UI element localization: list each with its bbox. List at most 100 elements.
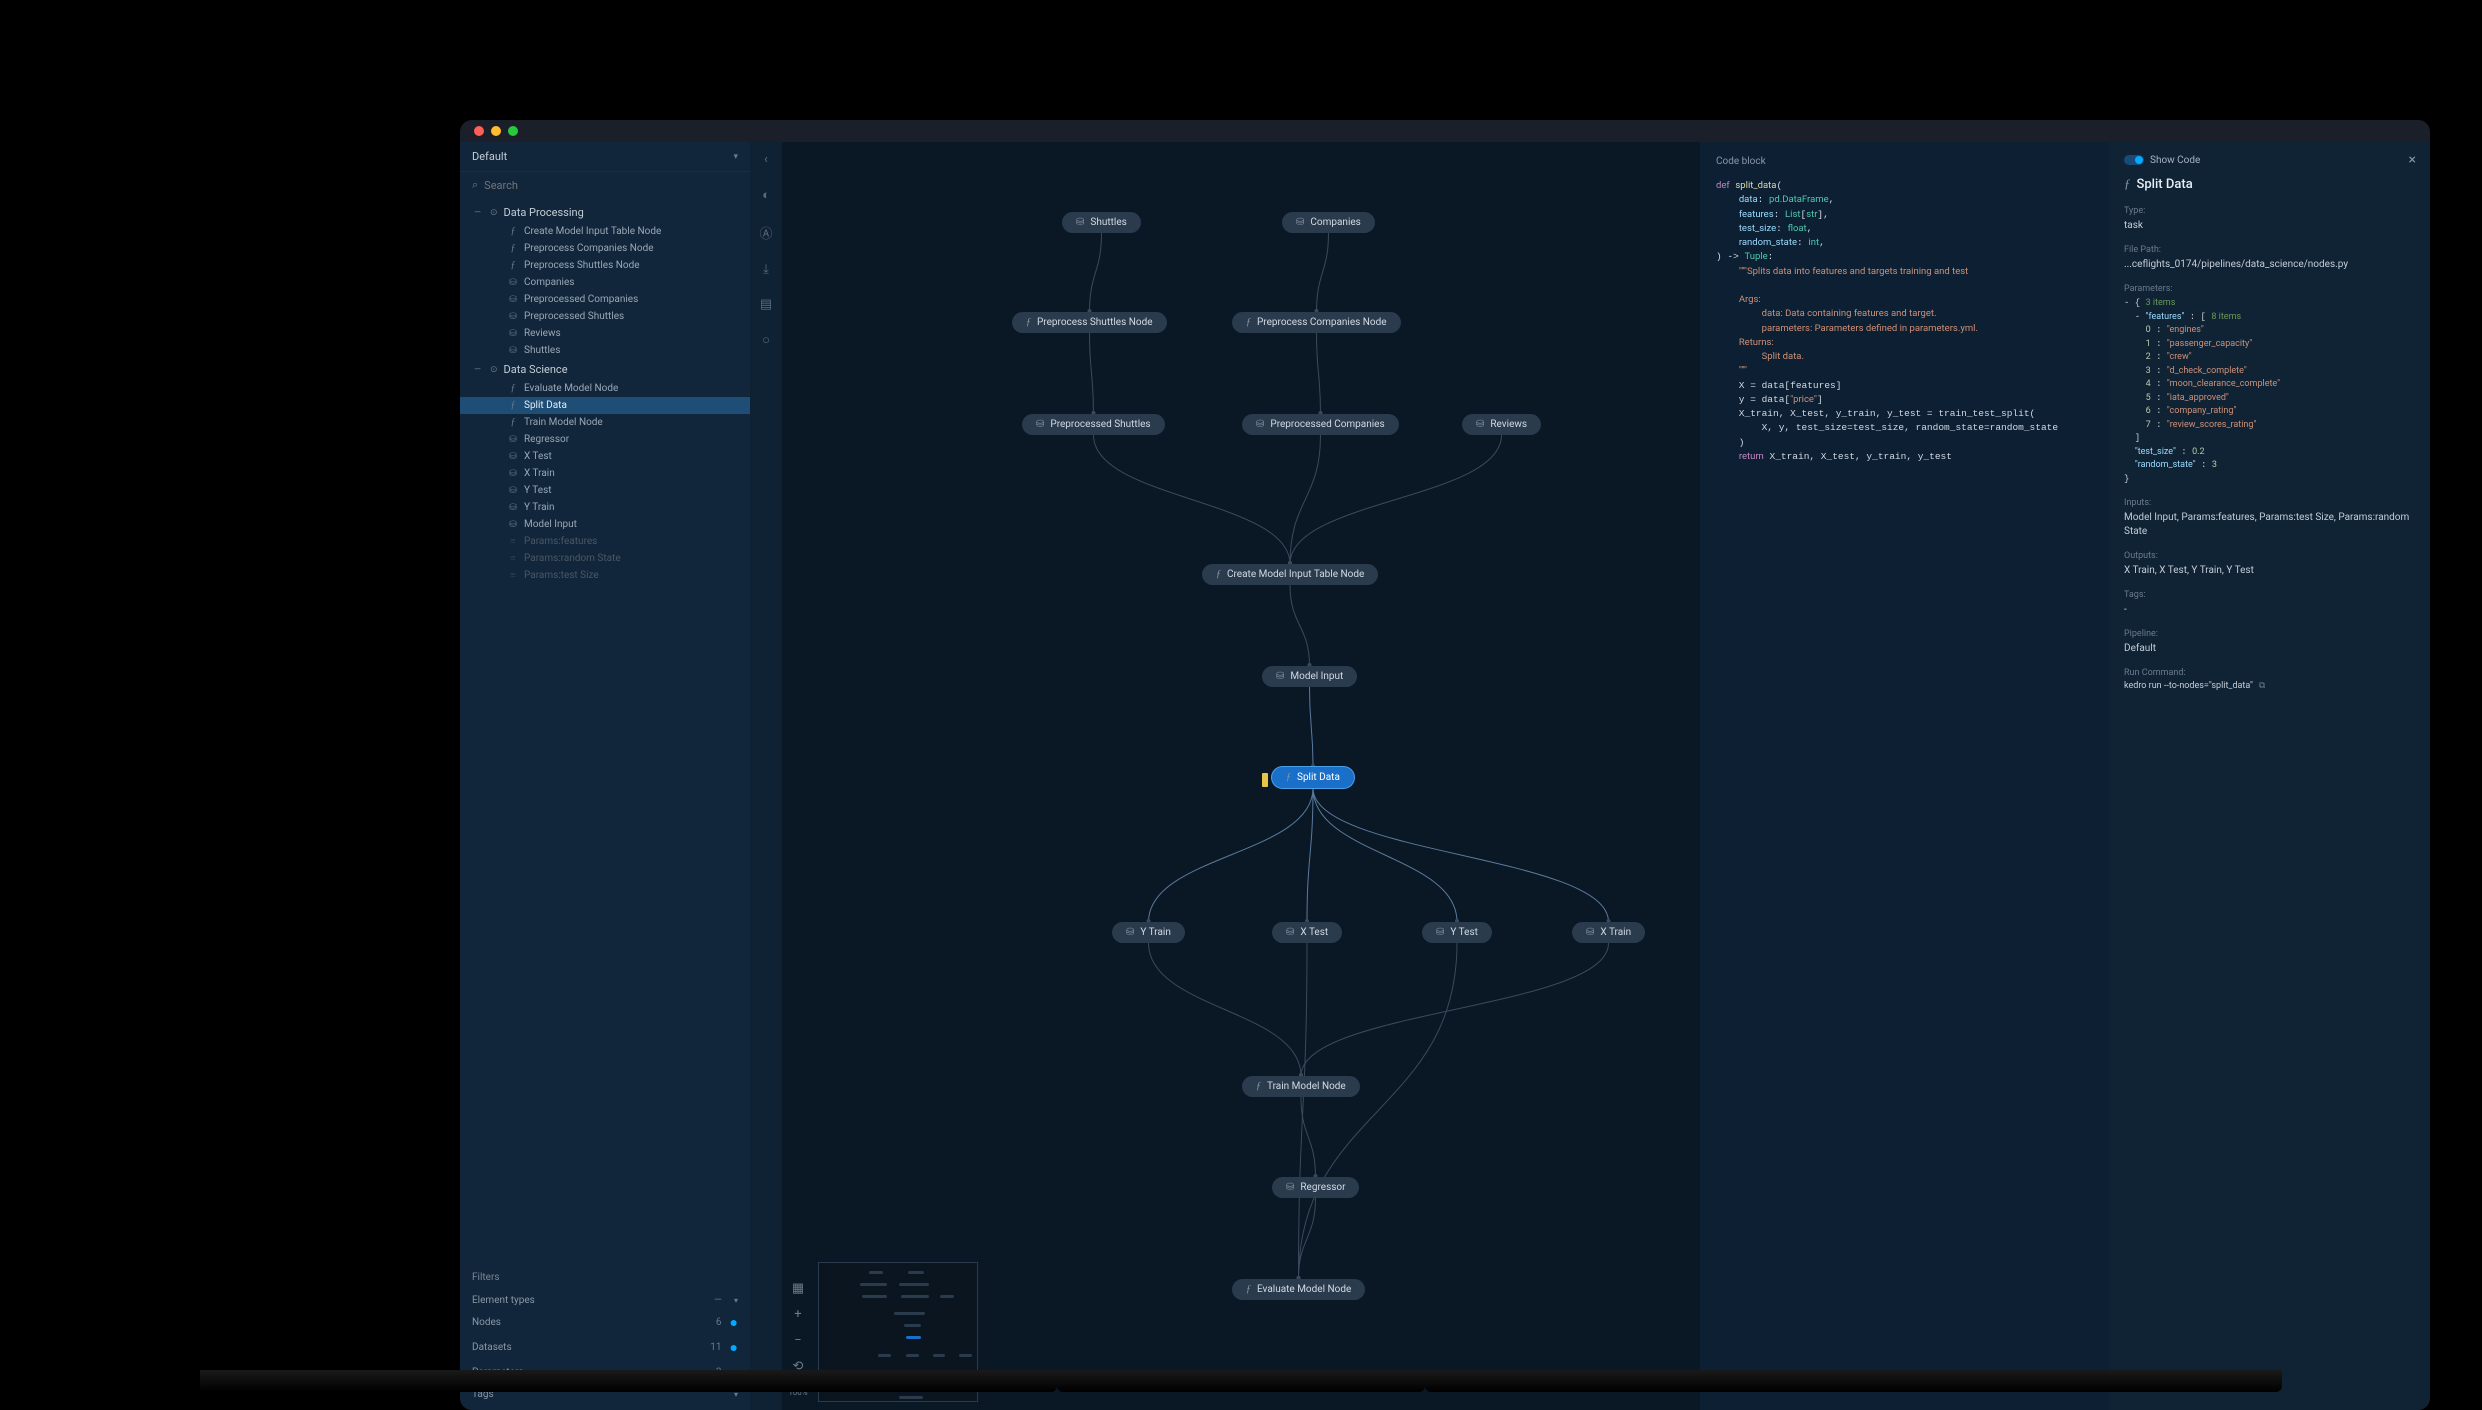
flowchart-node[interactable]: Split Data — [1272, 767, 1354, 788]
tree-item[interactable]: X Train — [460, 465, 750, 482]
tree-item[interactable]: Model Input — [460, 516, 750, 533]
focus-icon: ⊙ — [490, 365, 498, 375]
min-dot[interactable] — [491, 126, 501, 136]
flowchart-node[interactable]: Create Model Input Table Node — [1202, 564, 1378, 585]
details-value: ...ceflights_0174/pipelines/data_science… — [2124, 258, 2416, 272]
function-icon — [508, 383, 518, 394]
close-icon[interactable]: × — [2409, 152, 2416, 168]
tree-group-data-processing[interactable]: — ⊙ Data Processing — [460, 202, 750, 223]
flowchart-node[interactable]: Model Input — [1262, 666, 1357, 687]
flowchart-node[interactable]: Reviews — [1462, 414, 1541, 435]
flowchart-node[interactable]: Preprocessed Companies — [1242, 414, 1399, 435]
tree-item[interactable]: Params:test Size — [460, 567, 750, 584]
database-icon — [1296, 217, 1304, 228]
label-icon[interactable]: Ⓐ — [759, 223, 772, 242]
tree-item[interactable]: Preprocess Shuttles Node — [460, 257, 750, 274]
chevron-down-icon: ▾ — [733, 152, 738, 162]
tree-group-data-science[interactable]: — ⊙ Data Science — [460, 359, 750, 380]
flowchart-node[interactable]: Train Model Node — [1242, 1076, 1360, 1097]
details-label: Outputs: — [2124, 551, 2416, 561]
filter-datasets[interactable]: Datasets 11● — [472, 1335, 738, 1360]
node-tag — [1262, 773, 1268, 787]
tree-item-label: Preprocessed Companies — [524, 294, 638, 305]
tree-item[interactable]: Evaluate Model Node — [460, 380, 750, 397]
flowchart-node[interactable]: Preprocessed Shuttles — [1022, 414, 1165, 435]
tree-item-label: Create Model Input Table Node — [524, 226, 661, 237]
flowchart-canvas[interactable]: Shuttles Companies Preprocess Shuttles Nod… — [782, 142, 1700, 1410]
zoom-in-icon[interactable]: + — [788, 1304, 808, 1324]
tree-item[interactable]: Companies — [460, 274, 750, 291]
zoom-out-icon[interactable]: − — [788, 1330, 808, 1350]
tree-item[interactable]: Train Model Node — [460, 414, 750, 431]
tree-item[interactable]: Params:random State — [460, 550, 750, 567]
settings-icon[interactable]: ○ — [762, 332, 770, 348]
filter-element-types[interactable]: Element types —▾ — [472, 1291, 738, 1310]
flowchart-node[interactable]: Regressor — [1272, 1177, 1359, 1198]
collapse-icon: — — [474, 365, 481, 375]
filter-nodes[interactable]: Nodes 6● — [472, 1310, 738, 1335]
close-dot[interactable] — [474, 126, 484, 136]
database-icon — [1126, 927, 1134, 938]
layers-icon[interactable]: ▤ — [760, 297, 772, 312]
flowchart-node[interactable]: Shuttles — [1062, 212, 1141, 233]
details-label: Tags: — [2124, 590, 2416, 600]
flowchart-node[interactable]: X Train — [1572, 922, 1645, 943]
node-label: Evaluate Model Node — [1257, 1284, 1351, 1295]
pipeline-selector[interactable]: Default ▾ — [460, 142, 750, 172]
theme-icon[interactable]: ◐ — [762, 187, 770, 203]
function-icon — [1246, 317, 1251, 328]
search-input[interactable] — [484, 179, 738, 192]
tree-item[interactable]: Params:features — [460, 533, 750, 550]
node-label: Preprocess Companies Node — [1257, 317, 1387, 328]
tree-item[interactable]: Create Model Input Table Node — [460, 223, 750, 240]
tree-item-label: Regressor — [524, 434, 569, 445]
function-icon — [508, 226, 518, 237]
tree-item[interactable]: Y Test — [460, 482, 750, 499]
function-icon — [1256, 1081, 1261, 1092]
flowchart-node[interactable]: Y Train — [1112, 922, 1185, 943]
show-code-toggle[interactable]: Show Code — [2124, 155, 2200, 166]
tree-item[interactable]: Regressor — [460, 431, 750, 448]
tree-item-label: X Train — [524, 468, 555, 479]
search-icon: ⌕ — [472, 178, 478, 192]
tree-item-label: Shuttles — [524, 345, 560, 356]
function-icon — [1216, 569, 1221, 580]
flowchart-node[interactable]: X Test — [1272, 922, 1342, 943]
tree-item-label: Y Test — [524, 485, 552, 496]
export-icon[interactable]: ⤓ — [763, 262, 769, 277]
filter-count: 6 — [716, 1317, 722, 1328]
tree-item[interactable]: Split Data — [460, 397, 750, 414]
tree-item[interactable]: Reviews — [460, 325, 750, 342]
node-label: Create Model Input Table Node — [1227, 569, 1364, 580]
flowchart-node[interactable]: Companies — [1282, 212, 1375, 233]
node-label: Shuttles — [1090, 217, 1126, 228]
function-icon — [1026, 317, 1031, 328]
toggle-switch[interactable] — [2124, 155, 2144, 165]
node-label: X Test — [1300, 927, 1328, 938]
tree-item[interactable]: X Test — [460, 448, 750, 465]
collapse-sidebar-icon[interactable]: ‹ — [764, 152, 768, 167]
flowchart-node[interactable]: Preprocess Companies Node — [1232, 312, 1401, 333]
database-icon — [508, 294, 518, 305]
database-icon — [1256, 419, 1264, 430]
tree-item[interactable]: Preprocessed Companies — [460, 291, 750, 308]
tree-item[interactable]: Preprocessed Shuttles — [460, 308, 750, 325]
flowchart-node[interactable]: Evaluate Model Node — [1232, 1279, 1365, 1300]
tree-item-label: Model Input — [524, 519, 577, 530]
tree-item[interactable]: Preprocess Companies Node — [460, 240, 750, 257]
map-icon[interactable]: ▦ — [788, 1278, 808, 1298]
max-dot[interactable] — [508, 126, 518, 136]
database-icon — [508, 345, 518, 356]
tree-item[interactable]: Shuttles — [460, 342, 750, 359]
search-box[interactable]: ⌕ — [460, 172, 750, 198]
tree-item-label: Companies — [524, 277, 574, 288]
details-value: - — [2124, 603, 2416, 617]
tree-item-label: Evaluate Model Node — [524, 383, 618, 394]
code-panel-title: Code block — [1716, 156, 2094, 167]
flowchart-node[interactable]: Preprocess Shuttles Node — [1012, 312, 1167, 333]
params-icon — [508, 536, 518, 547]
flowchart-node[interactable]: Y Test — [1422, 922, 1492, 943]
tree-item[interactable]: Y Train — [460, 499, 750, 516]
copy-icon[interactable]: ⧉ — [2259, 681, 2265, 691]
filter-count: 11 — [710, 1342, 721, 1353]
